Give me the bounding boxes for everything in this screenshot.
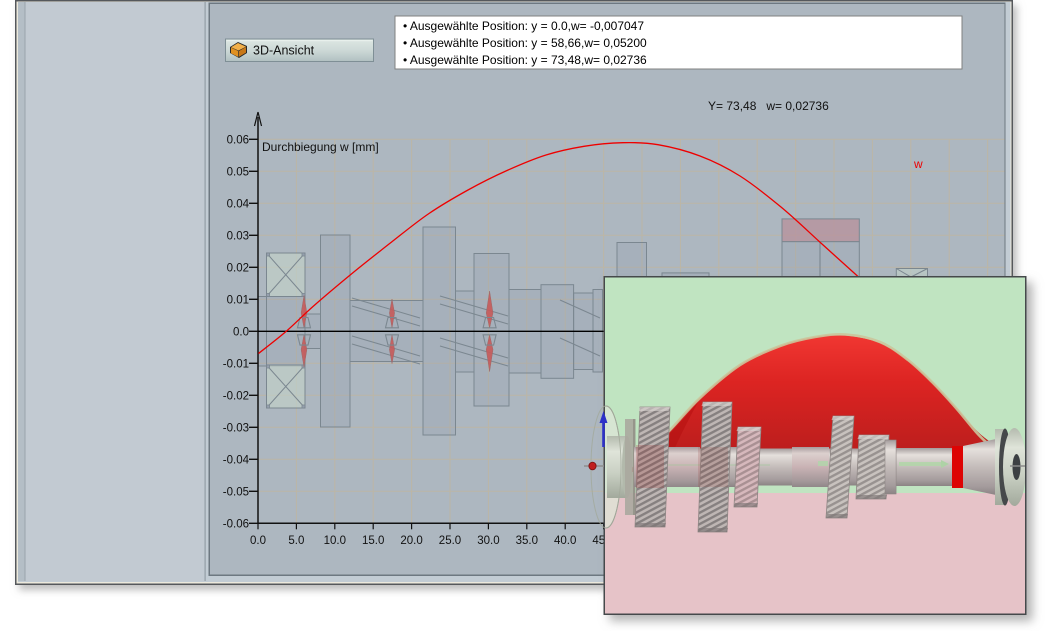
svg-text:5.0: 5.0 [288,535,304,547]
svg-text:-0.06: -0.06 [223,518,249,530]
svg-text:-0.01: -0.01 [223,358,249,370]
svg-text:0.06: 0.06 [227,134,249,146]
svg-text:35.0: 35.0 [516,535,538,547]
svg-text:-0.03: -0.03 [223,422,249,434]
svg-text:15.0: 15.0 [362,535,384,547]
svg-text:Durchbiegung w [mm]: Durchbiegung w [mm] [262,140,379,154]
svg-text:0.0: 0.0 [233,326,249,338]
svg-text:0.03: 0.03 [227,230,249,242]
svg-text:0.01: 0.01 [227,294,249,306]
svg-text:0.04: 0.04 [227,198,250,210]
svg-text:-0.04: -0.04 [223,454,250,466]
svg-text:• Ausgewählte Position: y = 58: • Ausgewählte Position: y = 58,66,w= 0,0… [403,36,647,50]
svg-text:20.0: 20.0 [400,535,422,547]
svg-text:-0.05: -0.05 [223,486,249,498]
svg-text:0.02: 0.02 [227,262,249,274]
svg-text:30.0: 30.0 [477,535,499,547]
svg-text:10.0: 10.0 [324,535,346,547]
svg-text:• Ausgewählte Position: y = 0.: • Ausgewählte Position: y = 0.0,w= -0,00… [403,19,644,33]
svg-text:25.0: 25.0 [439,535,461,547]
svg-text:3D-Ansicht: 3D-Ansicht [253,44,315,58]
svg-text:-0.02: -0.02 [223,390,249,402]
svg-text:0.05: 0.05 [227,166,249,178]
svg-text:• Ausgewählte Position: y = 73: • Ausgewählte Position: y = 73,48,w= 0,0… [403,53,647,67]
svg-text:w: w [913,157,923,171]
svg-text:Y= 73,48 w= 0,02736: Y= 73,48 w= 0,02736 [708,99,829,113]
svg-text:40.0: 40.0 [554,535,576,547]
svg-text:0.0: 0.0 [250,535,266,547]
